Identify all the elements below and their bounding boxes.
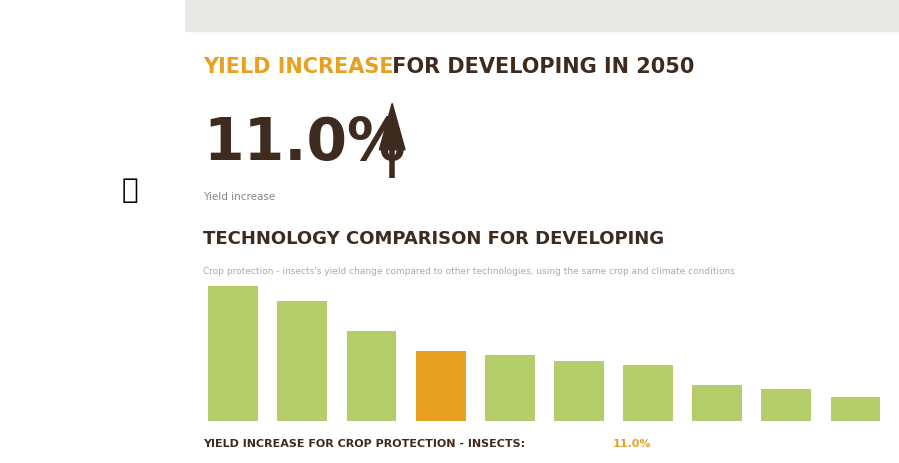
Bar <box>415 351 466 421</box>
Bar <box>623 365 673 421</box>
Text: Crop protection -: Crop protection - <box>36 86 149 99</box>
Bar <box>831 397 880 421</box>
Text: YIELD INCREASE: YIELD INCREASE <box>203 57 394 77</box>
Bar <box>761 389 811 421</box>
Circle shape <box>35 116 76 218</box>
Bar <box>347 331 396 421</box>
Text: 11.0%: 11.0% <box>612 438 651 448</box>
Text: Yield increase: Yield increase <box>203 192 275 202</box>
Bar <box>209 287 258 421</box>
Text: insects: insects <box>69 119 116 131</box>
Text: FOR DEVELOPING IN 2050: FOR DEVELOPING IN 2050 <box>385 57 694 77</box>
Text: Crop protection - insects's yield change compared to other technologies, using t: Crop protection - insects's yield change… <box>203 266 734 275</box>
Text: Rainfed Maize: Rainfed Maize <box>46 54 139 67</box>
Polygon shape <box>379 104 405 150</box>
Text: TECHNOLOGY COMPARISON FOR DEVELOPING: TECHNOLOGY COMPARISON FOR DEVELOPING <box>203 230 664 247</box>
Bar <box>554 361 604 421</box>
Circle shape <box>58 144 91 227</box>
Bar <box>278 301 327 421</box>
Text: 11.0%: 11.0% <box>203 115 405 172</box>
Text: YIELD INCREASE FOR CROP PROTECTION - INSECTS:: YIELD INCREASE FOR CROP PROTECTION - INS… <box>203 438 530 448</box>
Bar <box>485 355 535 421</box>
Circle shape <box>46 157 76 232</box>
Circle shape <box>24 144 58 227</box>
Text: 🌽: 🌽 <box>121 176 138 204</box>
Bar <box>692 385 742 421</box>
